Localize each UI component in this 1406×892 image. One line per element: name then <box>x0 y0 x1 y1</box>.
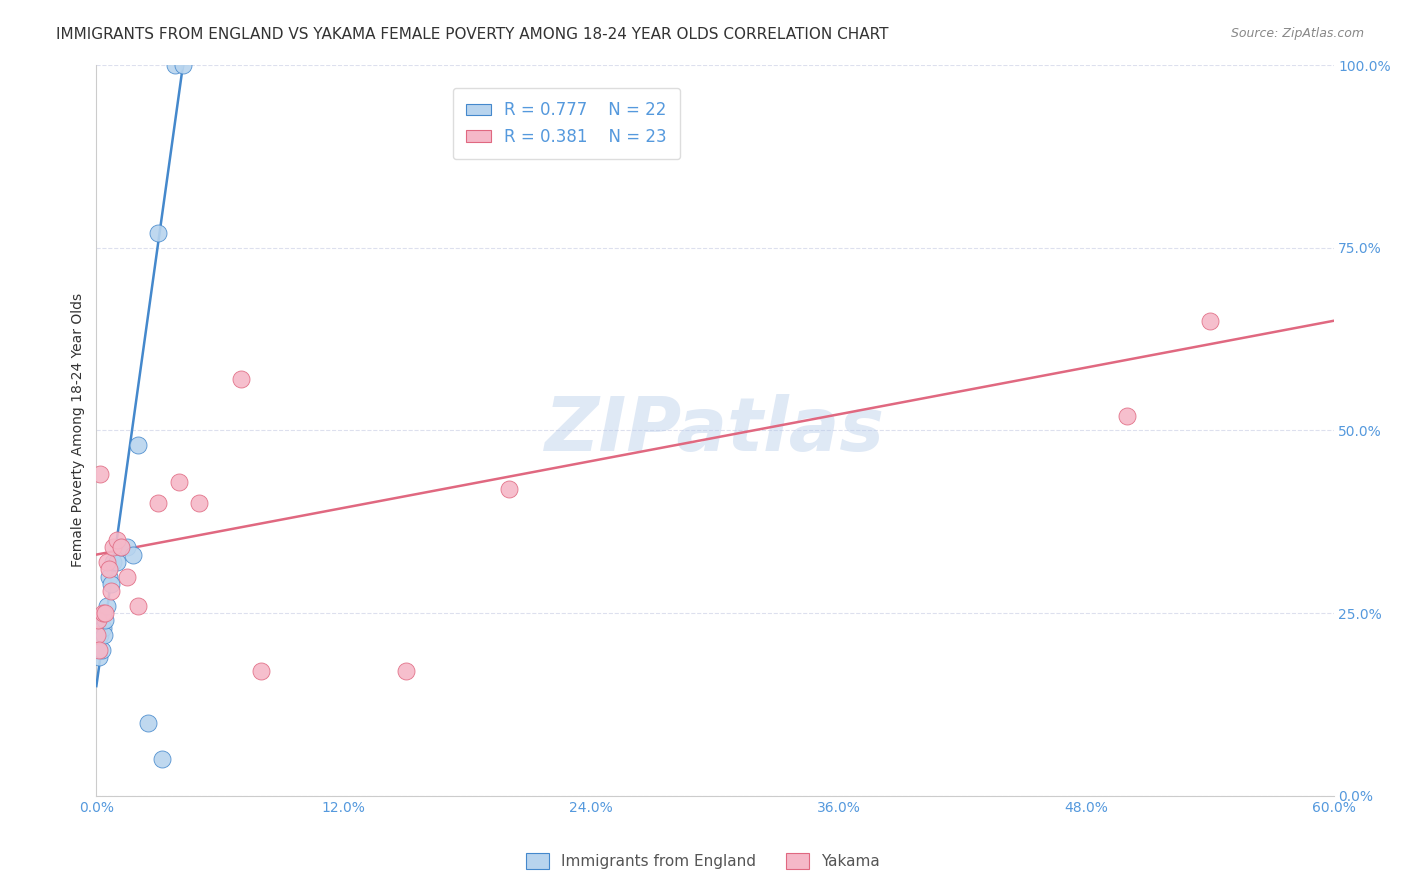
Text: ZIPatlas: ZIPatlas <box>546 394 884 467</box>
Point <box>87 613 110 627</box>
Y-axis label: Female Poverty Among 18-24 Year Olds: Female Poverty Among 18-24 Year Olds <box>72 293 86 567</box>
Point <box>148 226 170 240</box>
Point <box>105 555 128 569</box>
Point <box>93 613 115 627</box>
Point <box>117 541 139 555</box>
Point <box>1116 409 1139 423</box>
Point <box>150 752 173 766</box>
Point <box>1198 314 1220 328</box>
Point <box>122 548 145 562</box>
Point <box>167 475 190 489</box>
Point <box>229 372 252 386</box>
Point <box>250 665 273 679</box>
Point <box>127 438 149 452</box>
Point <box>86 628 108 642</box>
Legend: R = 0.777    N = 22, R = 0.381    N = 23: R = 0.777 N = 22, R = 0.381 N = 23 <box>453 88 681 159</box>
Point <box>97 569 120 583</box>
Point <box>127 599 149 613</box>
Point <box>87 635 110 649</box>
Point <box>395 665 418 679</box>
Point <box>163 58 186 72</box>
Point <box>105 533 128 547</box>
Point <box>89 642 111 657</box>
Point <box>86 642 108 657</box>
Point <box>498 482 520 496</box>
Point <box>188 496 211 510</box>
Point <box>96 555 118 569</box>
Point <box>100 584 122 599</box>
Point <box>110 541 132 555</box>
Point <box>90 642 112 657</box>
Point <box>101 541 124 555</box>
Point <box>136 715 159 730</box>
Point <box>93 606 115 620</box>
Point <box>89 467 111 482</box>
Point <box>117 569 139 583</box>
Point <box>100 577 122 591</box>
Point <box>97 562 120 576</box>
Point <box>91 621 114 635</box>
Text: IMMIGRANTS FROM ENGLAND VS YAKAMA FEMALE POVERTY AMONG 18-24 YEAR OLDS CORRELATI: IMMIGRANTS FROM ENGLAND VS YAKAMA FEMALE… <box>56 27 889 42</box>
Point <box>96 599 118 613</box>
Point <box>148 496 170 510</box>
Point <box>89 649 111 664</box>
Point <box>89 628 111 642</box>
Legend: Immigrants from England, Yakama: Immigrants from England, Yakama <box>520 847 886 875</box>
Point <box>93 628 115 642</box>
Point <box>101 555 124 569</box>
Point <box>91 606 114 620</box>
Point <box>110 541 132 555</box>
Text: Source: ZipAtlas.com: Source: ZipAtlas.com <box>1230 27 1364 40</box>
Point <box>172 58 194 72</box>
